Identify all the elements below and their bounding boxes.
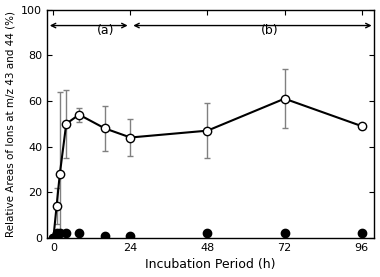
Text: (b): (b) bbox=[261, 24, 279, 37]
X-axis label: Incubation Period (h): Incubation Period (h) bbox=[146, 258, 276, 271]
Y-axis label: Relative Areas of Ions at m/z 43 and 44 (%): Relative Areas of Ions at m/z 43 and 44 … bbox=[6, 11, 16, 237]
Text: (a): (a) bbox=[97, 24, 115, 37]
